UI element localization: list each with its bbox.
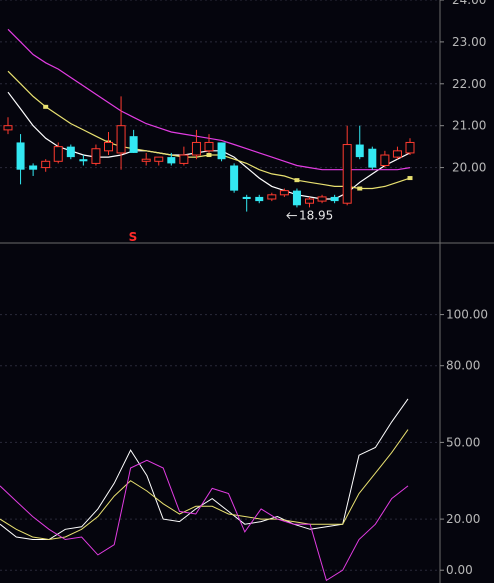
annotations: 18.95 S	[129, 209, 334, 244]
candle-body	[292, 190, 301, 206]
indicator-tick-label: 0.00	[446, 563, 473, 577]
candle-body	[141, 158, 151, 162]
price-tick-label: 20.00	[452, 161, 486, 175]
candle-body	[53, 146, 63, 162]
candle-body	[91, 148, 101, 164]
indicator-line	[0, 429, 409, 541]
candle-body	[129, 136, 138, 153]
ma-marker	[294, 178, 300, 183]
indicator-tick-label: 50.00	[446, 435, 480, 449]
candle-body	[66, 146, 75, 158]
candle-body	[41, 160, 51, 169]
price-tick-label: 22.00	[452, 77, 486, 91]
indicator-tick-label: 80.00	[446, 359, 480, 373]
price-tick-label: 24.00	[452, 0, 486, 7]
candle-body	[342, 144, 352, 204]
indicator-line	[0, 459, 409, 582]
candle-body	[368, 148, 377, 168]
candle-body	[405, 141, 415, 154]
candle-body	[154, 156, 164, 162]
candle-body	[204, 141, 214, 152]
candle-body	[191, 141, 201, 156]
price-tick-label: 23.00	[452, 35, 486, 49]
candlesticks	[3, 96, 415, 212]
ma-marker	[407, 176, 413, 181]
candle-body	[167, 157, 176, 164]
candle-body	[242, 196, 251, 200]
price-tick-label: 21.00	[452, 119, 486, 133]
indicator-tick-label: 20.00	[446, 512, 480, 526]
candle-body	[79, 159, 88, 162]
ma-marker	[357, 186, 363, 191]
ma-marker	[43, 104, 49, 109]
candle-body	[380, 154, 390, 166]
candle-body	[255, 196, 264, 202]
axis-ticks: 24.00 23.00 22.00 21.00 20.00 100.00 80.00 50.0…	[440, 0, 488, 577]
signal-marker: S	[129, 230, 138, 244]
candle-body	[330, 196, 339, 202]
indicator-lines	[0, 398, 409, 582]
candle-body	[392, 150, 402, 158]
candle-body	[355, 144, 364, 158]
candle-body	[179, 154, 189, 164]
candle-body	[16, 142, 25, 170]
candle-body	[305, 198, 314, 204]
candle-body	[116, 125, 126, 154]
candle-body	[267, 194, 277, 200]
candle-body	[29, 165, 38, 170]
candle-body	[230, 165, 239, 191]
candle-body	[317, 196, 327, 202]
candle-body	[279, 190, 289, 196]
candle-body	[104, 141, 113, 152]
ma-marker	[206, 153, 212, 158]
candle-body	[217, 142, 226, 160]
low-price-label: 18.95	[299, 209, 333, 223]
candle-body	[3, 125, 13, 131]
indicator-tick-label: 100.00	[446, 308, 488, 322]
low-price-arrowhead	[286, 212, 291, 219]
